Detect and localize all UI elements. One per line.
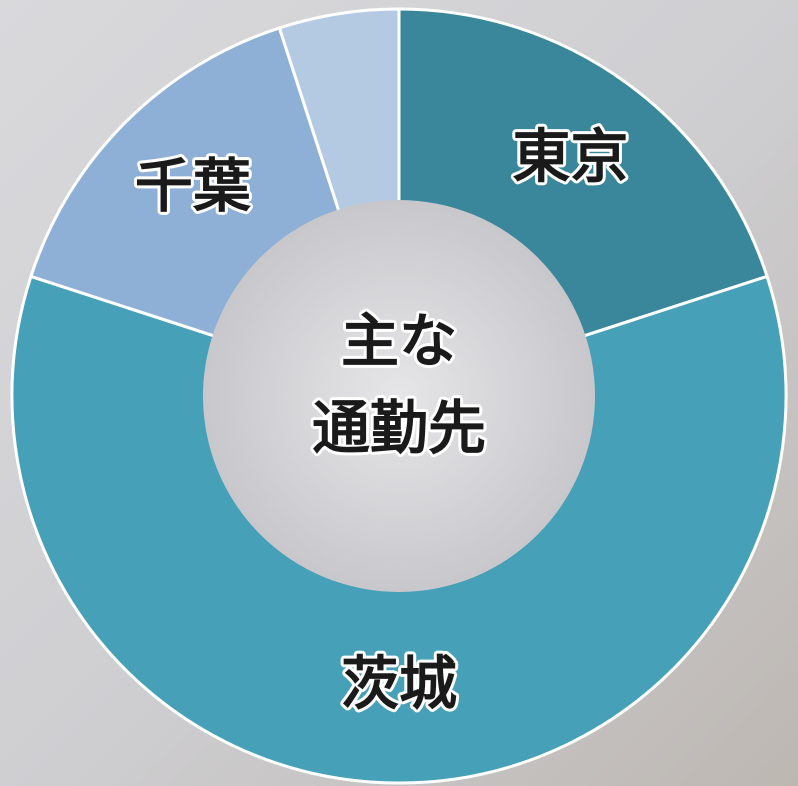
segment-label: 東京: [512, 122, 628, 190]
center-label: 主な: [341, 307, 457, 375]
segment-label: 千葉: [135, 152, 252, 220]
center-label: 通勤先: [312, 394, 486, 462]
segment-label: 茨城: [341, 650, 457, 718]
donut-hole: [203, 200, 595, 592]
